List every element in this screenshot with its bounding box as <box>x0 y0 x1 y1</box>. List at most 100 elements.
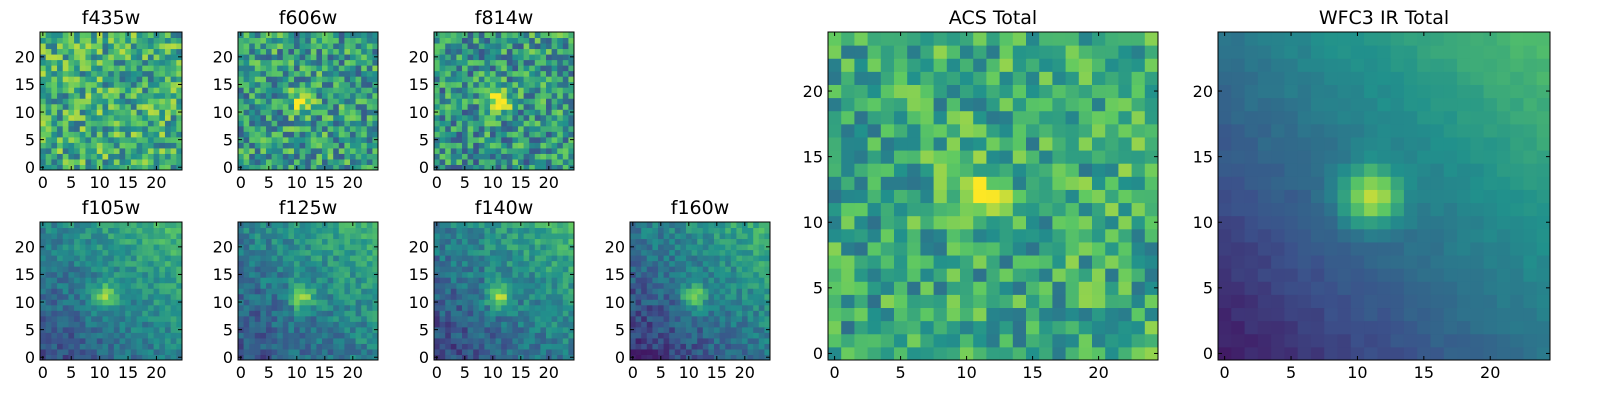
heatmap-cell <box>164 326 172 333</box>
heatmap-cell <box>462 98 469 105</box>
heatmap-cell <box>562 48 569 55</box>
heatmap-cell <box>310 315 317 322</box>
heatmap-cell <box>462 227 469 234</box>
x-tick-label: 10 <box>483 363 503 382</box>
heatmap-cell <box>327 48 334 55</box>
heatmap-cell <box>1078 123 1093 138</box>
heatmap-cell <box>1118 346 1133 361</box>
heatmap-cell <box>176 131 183 138</box>
heatmap-cell <box>473 293 480 300</box>
heatmap-cell <box>495 98 502 105</box>
heatmap-cell <box>57 271 64 278</box>
heatmap-cell <box>96 48 103 55</box>
heatmap-cell <box>999 32 1014 46</box>
heatmap-cell <box>462 76 469 83</box>
heatmap-cell <box>534 142 541 149</box>
heatmap-cell <box>147 103 155 110</box>
x-tick-label: 20 <box>1088 363 1108 382</box>
heatmap-cell <box>867 45 882 59</box>
heatmap-cell <box>506 59 513 66</box>
heatmap-cell <box>102 255 109 262</box>
heatmap-cell <box>277 81 284 88</box>
heatmap-cell <box>450 103 457 110</box>
heatmap-cell <box>1026 84 1040 99</box>
heatmap-cell <box>439 43 446 50</box>
heatmap-cell <box>894 215 908 230</box>
heatmap-cell <box>986 163 1001 177</box>
heatmap-cell <box>260 158 267 165</box>
heatmap-cell <box>333 255 340 262</box>
heatmap-cell <box>299 48 306 55</box>
heatmap-cell <box>730 277 737 284</box>
heatmap-cell <box>288 260 295 267</box>
heatmap-cell <box>147 233 155 240</box>
heatmap-cell <box>322 266 329 273</box>
heatmap-cell <box>518 59 525 66</box>
heatmap-cell <box>920 281 935 295</box>
heatmap-cell <box>79 59 86 66</box>
heatmap-cell <box>986 202 1001 217</box>
heatmap-cell <box>506 131 513 138</box>
heatmap-cell <box>136 282 143 289</box>
heatmap-cell <box>534 255 541 262</box>
heatmap-cell <box>484 153 491 160</box>
heatmap-cell <box>473 153 480 160</box>
heatmap-cell <box>450 255 457 262</box>
heatmap-cell <box>85 282 92 289</box>
heatmap-cell <box>119 87 126 94</box>
heatmap-cell <box>305 354 312 361</box>
heatmap-cell <box>57 92 64 99</box>
heatmap-cell <box>372 92 379 99</box>
heatmap-cell <box>372 348 379 355</box>
heatmap-cell <box>40 255 47 262</box>
heatmap-cell <box>62 282 69 289</box>
heatmap-cell <box>484 109 491 116</box>
heatmap-cell <box>243 238 250 245</box>
heatmap-cell <box>546 43 553 50</box>
heatmap-cell <box>147 354 155 361</box>
heatmap-cell <box>506 238 513 245</box>
heatmap-cell <box>669 315 676 322</box>
heatmap-cell <box>91 164 98 171</box>
heatmap-cell <box>456 87 463 94</box>
heatmap-cell <box>736 288 743 295</box>
heatmap-cell <box>764 315 771 322</box>
heatmap-cell <box>254 343 261 350</box>
heatmap-cell <box>753 343 760 350</box>
heatmap-cell <box>96 310 103 317</box>
heatmap-cell <box>125 315 132 322</box>
heatmap-cell <box>434 282 441 289</box>
heatmap-cell <box>164 136 172 143</box>
heatmap-cell <box>495 153 502 160</box>
heatmap-cell <box>350 310 357 317</box>
heatmap-cell <box>333 222 340 229</box>
heatmap-cell <box>730 337 737 344</box>
heatmap-cell <box>484 260 491 267</box>
heatmap-cell <box>254 277 261 284</box>
heatmap-cell <box>243 260 250 267</box>
heatmap-cell <box>170 153 177 160</box>
heatmap-cell <box>490 153 497 160</box>
heatmap-cell <box>456 293 463 300</box>
heatmap-cell <box>170 244 177 251</box>
heatmap-cell <box>288 76 295 83</box>
heatmap-cell <box>102 332 109 339</box>
heatmap-cell <box>238 153 245 160</box>
heatmap-cell <box>366 304 373 311</box>
heatmap-cell <box>512 136 519 143</box>
heatmap-cell <box>669 332 676 339</box>
heatmap-cell <box>294 65 301 72</box>
heatmap-cell <box>310 136 317 143</box>
heatmap-cell <box>501 54 508 61</box>
heatmap-cell <box>125 131 132 138</box>
heatmap-cell <box>1039 45 1053 59</box>
heatmap-cell <box>243 233 250 240</box>
y-tick-label: 0 <box>813 344 823 363</box>
heatmap-cell <box>277 147 284 154</box>
heatmap-cell <box>243 310 250 317</box>
heatmap-cell <box>91 87 98 94</box>
heatmap-cell <box>102 222 109 229</box>
heatmap-cell <box>686 348 693 355</box>
heatmap-cell <box>725 332 732 339</box>
